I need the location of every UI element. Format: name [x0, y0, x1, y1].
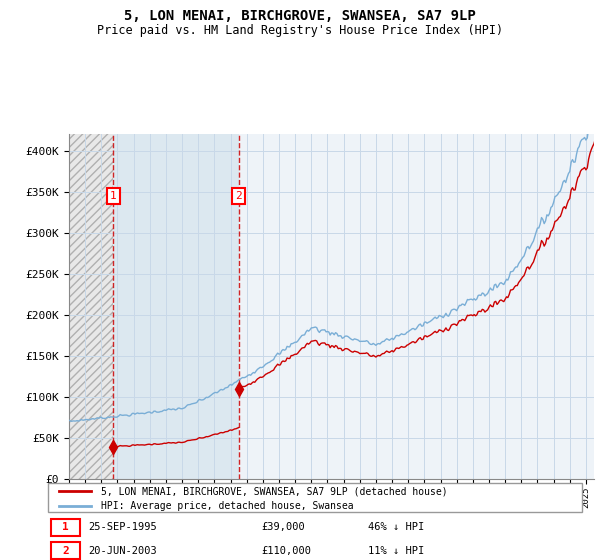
FancyBboxPatch shape — [50, 519, 80, 536]
Text: 1: 1 — [110, 191, 117, 201]
Text: 20-JUN-2003: 20-JUN-2003 — [88, 546, 157, 556]
Text: Price paid vs. HM Land Registry's House Price Index (HPI): Price paid vs. HM Land Registry's House … — [97, 24, 503, 36]
Text: 1: 1 — [62, 522, 69, 532]
Text: 46% ↓ HPI: 46% ↓ HPI — [368, 522, 425, 532]
Bar — [69, 134, 113, 479]
FancyBboxPatch shape — [48, 483, 582, 512]
Text: 5, LON MENAI, BIRCHGROVE, SWANSEA, SA7 9LP (detached house): 5, LON MENAI, BIRCHGROVE, SWANSEA, SA7 9… — [101, 487, 448, 496]
Bar — [239, 134, 594, 479]
Text: 11% ↓ HPI: 11% ↓ HPI — [368, 546, 425, 556]
Text: 25-SEP-1995: 25-SEP-1995 — [88, 522, 157, 532]
Text: 2: 2 — [235, 191, 242, 201]
Text: HPI: Average price, detached house, Swansea: HPI: Average price, detached house, Swan… — [101, 501, 354, 511]
Text: 5, LON MENAI, BIRCHGROVE, SWANSEA, SA7 9LP: 5, LON MENAI, BIRCHGROVE, SWANSEA, SA7 9… — [124, 9, 476, 23]
Bar — [113, 134, 239, 479]
Text: 2: 2 — [62, 546, 69, 556]
Text: £110,000: £110,000 — [262, 546, 311, 556]
FancyBboxPatch shape — [50, 542, 80, 559]
Text: £39,000: £39,000 — [262, 522, 305, 532]
